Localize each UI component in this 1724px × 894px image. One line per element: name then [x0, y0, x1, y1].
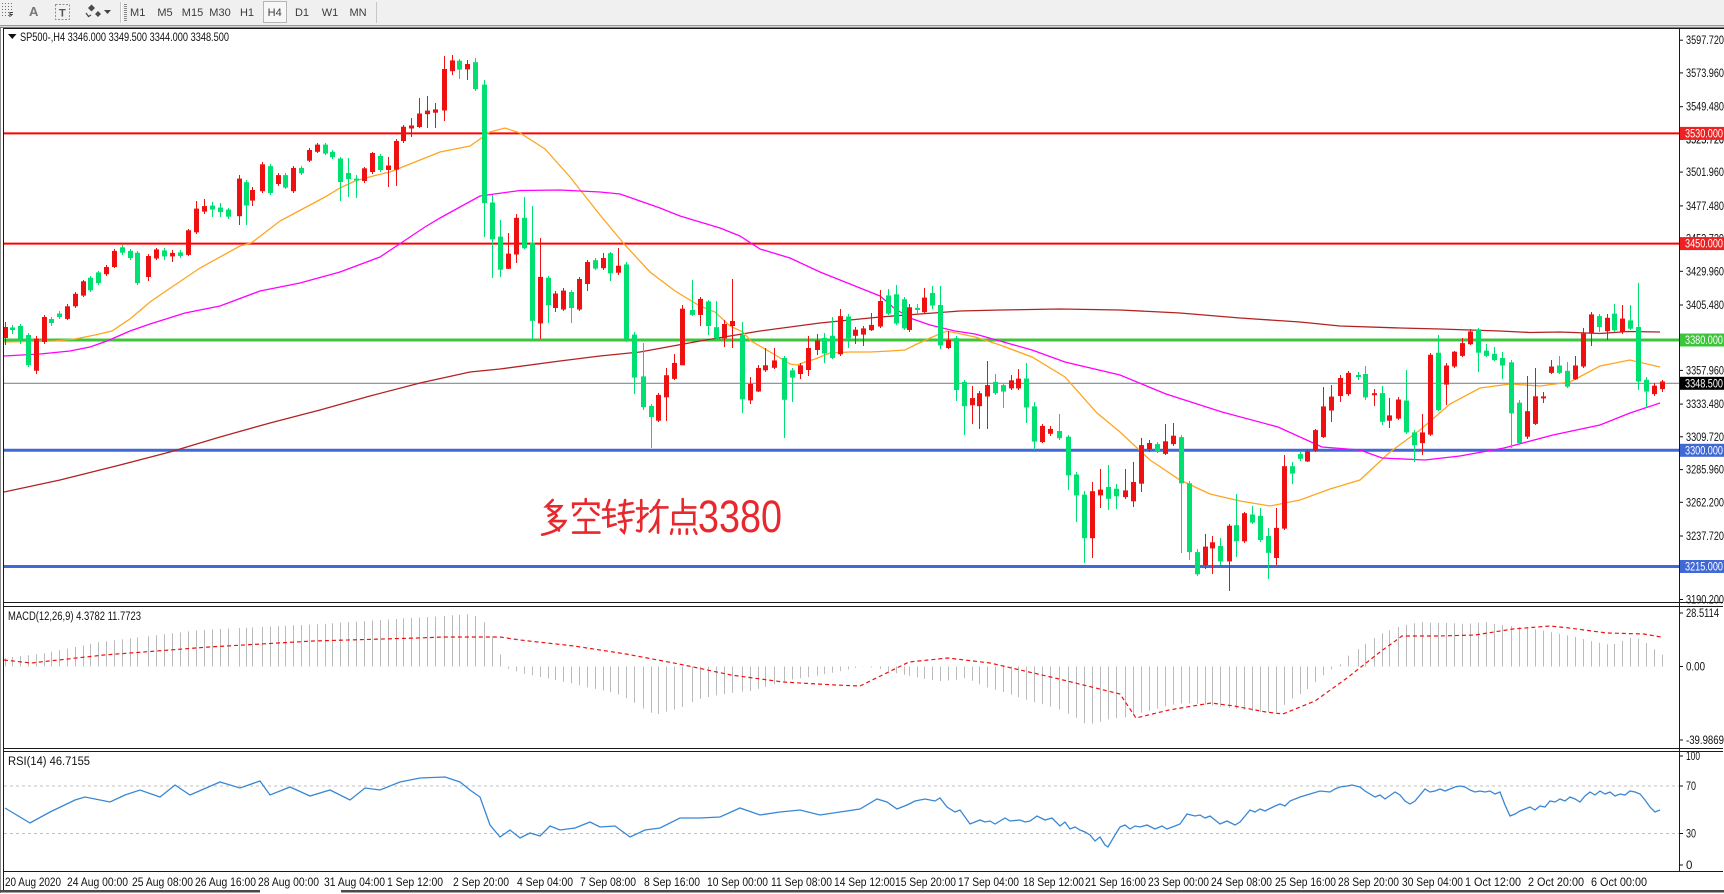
svg-text:17 Sep 04:00: 17 Sep 04:00: [958, 877, 1019, 889]
svg-text:3215.000: 3215.000: [1685, 562, 1723, 574]
svg-text:M5: M5: [157, 7, 172, 19]
svg-text:RSI(14) 46.7155: RSI(14) 46.7155: [8, 756, 90, 768]
svg-text:T: T: [59, 8, 66, 20]
svg-text:W1: W1: [322, 7, 339, 19]
svg-text:3237.720: 3237.720: [1686, 531, 1724, 543]
svg-text:30 Sep 04:00: 30 Sep 04:00: [1402, 877, 1463, 889]
svg-text:0.00: 0.00: [1686, 662, 1705, 674]
svg-text:8 Sep 16:00: 8 Sep 16:00: [644, 877, 700, 889]
svg-text:1 Oct 12:00: 1 Oct 12:00: [1465, 877, 1521, 889]
svg-text:24 Aug 00:00: 24 Aug 00:00: [67, 877, 128, 889]
svg-text:3380: 3380: [698, 491, 782, 542]
svg-text:20 Aug 2020: 20 Aug 2020: [5, 877, 61, 889]
svg-text:3501.960: 3501.960: [1686, 167, 1724, 179]
svg-text:4 Sep 04:00: 4 Sep 04:00: [517, 877, 573, 889]
svg-text:3530.000: 3530.000: [1685, 128, 1723, 140]
svg-text:21 Sep 16:00: 21 Sep 16:00: [1085, 877, 1146, 889]
svg-text:3429.960: 3429.960: [1686, 266, 1724, 278]
svg-text:MN: MN: [349, 7, 366, 19]
svg-text:6 Oct 00:00: 6 Oct 00:00: [1591, 877, 1647, 889]
svg-text:24 Sep 08:00: 24 Sep 08:00: [1211, 877, 1272, 889]
svg-text:1 Sep 12:00: 1 Sep 12:00: [387, 877, 443, 889]
svg-text:SP500-,H4 3346.000 3349.500 3: SP500-,H4 3346.000 3349.500 3344.000 334…: [20, 30, 229, 44]
svg-text:28 Aug 00:00: 28 Aug 00:00: [258, 877, 319, 889]
svg-text:3450.000: 3450.000: [1685, 239, 1723, 251]
svg-text:3309.720: 3309.720: [1686, 432, 1724, 444]
svg-text:MACD(12,26,9) 4.3782 11.7723: MACD(12,26,9) 4.3782 11.7723: [8, 611, 141, 623]
svg-text:A: A: [29, 4, 39, 19]
svg-text:3300.000: 3300.000: [1685, 445, 1723, 457]
svg-text:M30: M30: [209, 7, 230, 19]
svg-text:0: 0: [1686, 860, 1692, 872]
svg-text:23 Sep 00:00: 23 Sep 00:00: [1148, 877, 1209, 889]
svg-text:3262.200: 3262.200: [1686, 497, 1724, 509]
svg-text:10 Sep 00:00: 10 Sep 00:00: [707, 877, 768, 889]
svg-text:31 Aug 04:00: 31 Aug 04:00: [324, 877, 385, 889]
svg-text:26 Aug 16:00: 26 Aug 16:00: [195, 877, 256, 889]
svg-text:3573.960: 3573.960: [1686, 68, 1724, 80]
svg-text:25 Aug 08:00: 25 Aug 08:00: [132, 877, 193, 889]
svg-text:M1: M1: [130, 7, 145, 19]
svg-text:3357.960: 3357.960: [1686, 365, 1724, 377]
svg-text:3348.500: 3348.500: [1685, 378, 1723, 390]
svg-text:2 Sep 20:00: 2 Sep 20:00: [453, 877, 509, 889]
svg-text:M15: M15: [182, 7, 203, 19]
svg-text:D1: D1: [295, 7, 309, 19]
svg-text:100: 100: [1686, 751, 1700, 763]
svg-text:3405.480: 3405.480: [1686, 300, 1724, 312]
svg-text:30: 30: [1686, 829, 1696, 841]
svg-text:F: F: [9, 12, 14, 19]
svg-text:28 Sep 20:00: 28 Sep 20:00: [1338, 877, 1399, 889]
svg-text:H1: H1: [240, 7, 254, 19]
svg-text:14 Sep 12:00: 14 Sep 12:00: [834, 877, 895, 889]
svg-text:H4: H4: [268, 7, 282, 19]
svg-text:11 Sep 08:00: 11 Sep 08:00: [771, 877, 832, 889]
svg-text:3597.720: 3597.720: [1686, 35, 1724, 47]
svg-text:7 Sep 08:00: 7 Sep 08:00: [580, 877, 636, 889]
svg-text:2 Oct 20:00: 2 Oct 20:00: [1528, 877, 1584, 889]
svg-text:3380.000: 3380.000: [1685, 335, 1723, 347]
svg-text:28.5114: 28.5114: [1686, 608, 1719, 620]
svg-text:-39.9869: -39.9869: [1686, 735, 1724, 747]
svg-text:15 Sep 20:00: 15 Sep 20:00: [895, 877, 956, 889]
svg-text:25 Sep 16:00: 25 Sep 16:00: [1275, 877, 1336, 889]
svg-text:3285.960: 3285.960: [1686, 465, 1724, 477]
svg-text:18 Sep 12:00: 18 Sep 12:00: [1023, 877, 1084, 889]
svg-text:70: 70: [1686, 781, 1696, 793]
svg-text:3190.200: 3190.200: [1686, 595, 1724, 607]
svg-text:3333.480: 3333.480: [1686, 399, 1724, 411]
svg-text:3549.480: 3549.480: [1686, 102, 1724, 114]
svg-text:3477.480: 3477.480: [1686, 201, 1724, 213]
